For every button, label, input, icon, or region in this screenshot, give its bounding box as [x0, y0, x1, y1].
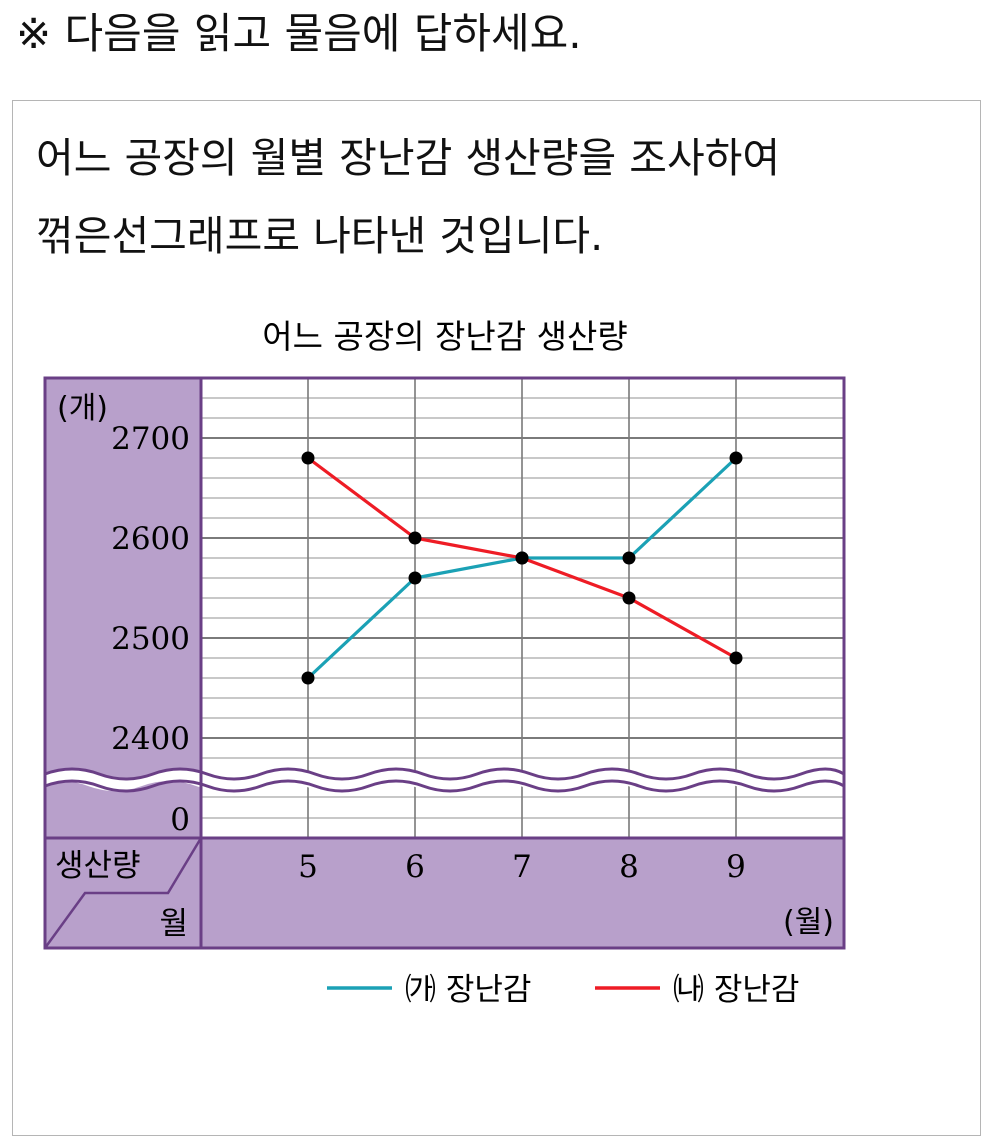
corner-label-quantity: 생산량 [55, 848, 141, 884]
y-zero-label: 0 [170, 802, 190, 838]
series-1-point [622, 551, 636, 565]
x-axis-unit: (월) [783, 905, 834, 940]
series-2-point [301, 451, 315, 465]
series-2-point [729, 651, 743, 665]
x-axis-panel [45, 838, 844, 948]
y-tick-label: 2700 [111, 421, 190, 457]
prompt-line-2: 꺾은선그래프로 나타낸 것입니다. [36, 212, 604, 260]
grid-lines [201, 378, 844, 838]
y-tick-label: 2400 [111, 721, 190, 757]
question-box [12, 100, 981, 1136]
series-2-point [622, 591, 636, 605]
series-1-point [729, 451, 743, 465]
y-tick-labels: 2400 2500 2600 2700 [111, 421, 190, 757]
series-points [301, 451, 743, 685]
series-2-point [515, 551, 529, 565]
chart-frame [43, 376, 846, 950]
corner-label-month: 월 [159, 906, 188, 942]
legend: ㈎ 장난감 ㈏ 장난감 [327, 972, 799, 1008]
legend-label-2: ㈏ 장난감 [673, 972, 799, 1008]
y-tick-label: 2500 [111, 621, 190, 657]
instruction-text: ※ 다음을 읽고 물음에 답하세요. [16, 9, 582, 58]
corner-divider [43, 837, 203, 949]
prompt-line-1: 어느 공장의 월별 장난감 생산량을 조사하여 [36, 134, 781, 182]
chart-title: 어느 공장의 장난감 생산량 [262, 317, 627, 356]
series-1-point [408, 571, 422, 585]
x-tick-label: 7 [512, 849, 532, 885]
axis-break-top [44, 767, 845, 781]
legend-label-1: ㈎ 장난감 [405, 972, 531, 1008]
series-2-point [408, 531, 422, 545]
x-tick-label: 5 [298, 849, 318, 885]
x-tick-label: 6 [405, 849, 425, 885]
y-axis-unit: (개) [57, 391, 108, 426]
axis-break-bottom [44, 779, 845, 793]
y-tick-label: 2600 [111, 521, 190, 557]
x-tick-label: 8 [619, 849, 639, 885]
series-1-point [301, 671, 315, 685]
x-tick-labels: 5 6 7 8 9 [298, 849, 746, 885]
x-tick-label: 9 [726, 849, 746, 885]
